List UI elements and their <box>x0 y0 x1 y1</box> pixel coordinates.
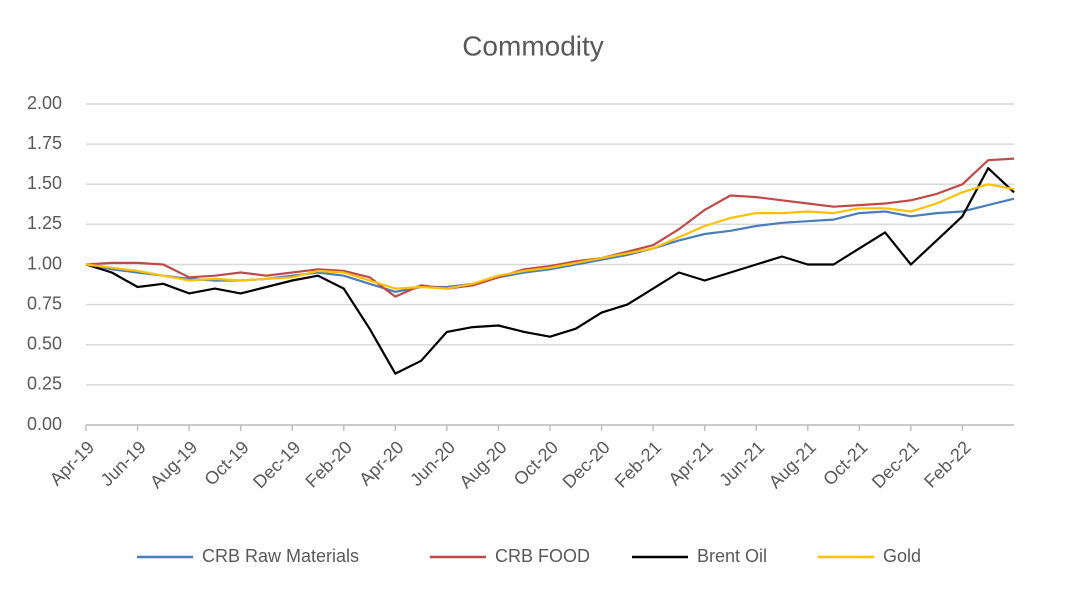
legend-label: CRB Raw Materials <box>202 546 359 566</box>
y-tick-label: 1.75 <box>27 133 62 153</box>
y-tick-label: 0.25 <box>27 374 62 394</box>
series-line <box>85 167 1015 375</box>
x-tick-label: Feb-22 <box>920 437 974 491</box>
x-tick-label: Dec-20 <box>559 437 614 492</box>
x-tick-label: Jun-20 <box>406 437 459 490</box>
series-line <box>85 157 1015 298</box>
y-tick-label: 0.00 <box>27 414 62 434</box>
x-tick-label: Jun-19 <box>97 437 150 490</box>
x-tick-label: Jun-21 <box>715 437 768 490</box>
x-tick-label: Apr-19 <box>46 437 98 489</box>
series-line <box>85 197 1015 293</box>
legend-label: Brent Oil <box>697 546 767 566</box>
legend-label: CRB FOOD <box>495 546 590 566</box>
x-tick-label: Apr-21 <box>665 437 717 489</box>
x-tick-label: Feb-21 <box>611 437 665 491</box>
series-line <box>85 183 1015 290</box>
x-tick-label: Aug-20 <box>455 437 510 492</box>
x-tick-label: Dec-21 <box>868 437 923 492</box>
chart-title: Commodity <box>462 30 604 61</box>
y-tick-label: 0.50 <box>27 334 62 354</box>
x-tick-label: Oct-20 <box>510 437 562 489</box>
y-tick-label: 1.00 <box>27 253 62 273</box>
y-tick-label: 1.25 <box>27 213 62 233</box>
x-tick-label: Oct-19 <box>201 437 253 489</box>
y-tick-label: 0.75 <box>27 293 62 313</box>
legend-label: Gold <box>883 546 921 566</box>
x-tick-label: Oct-21 <box>819 437 871 489</box>
x-tick-label: Feb-20 <box>301 437 355 491</box>
y-tick-label: 2.00 <box>27 93 62 113</box>
x-tick-label: Apr-20 <box>355 437 407 489</box>
x-tick-label: Aug-19 <box>146 437 201 492</box>
y-tick-label: 1.50 <box>27 173 62 193</box>
x-tick-label: Dec-19 <box>249 437 304 492</box>
x-tick-label: Aug-21 <box>765 437 820 492</box>
